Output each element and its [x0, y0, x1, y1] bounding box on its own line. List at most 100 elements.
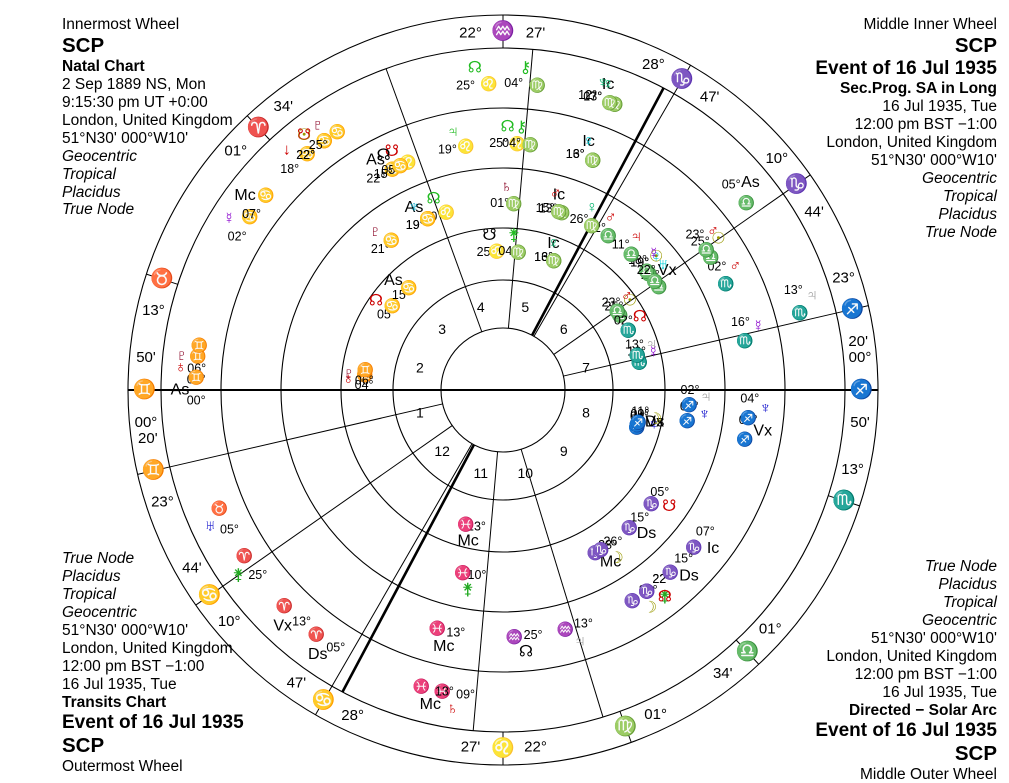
planet-degree: 18°	[628, 253, 647, 267]
planet-sign-glyph: ♓	[434, 683, 451, 700]
br-place: London, United Kingdom	[826, 647, 997, 665]
planet-glyph: ♃	[447, 123, 459, 140]
planet-degree: 13°	[435, 684, 454, 698]
planet-glyph: ⚵	[462, 581, 474, 598]
cusp-degree: 22°	[524, 739, 547, 756]
planet-glyph: Vx	[645, 414, 664, 431]
planet-glyph: Ic	[553, 186, 565, 203]
planet-glyph: ↓	[283, 141, 291, 158]
planet-sign-glyph: ♎	[623, 246, 640, 263]
planet-glyph: ☊	[500, 119, 514, 136]
innermost-wheel-info: Innermost Wheel SCP Natal Chart 2 Sep 18…	[62, 16, 233, 219]
cusp-degree: 22°	[459, 24, 482, 41]
planet-sign-glyph: ♎	[646, 273, 663, 290]
tr-opt2: Tropical	[943, 187, 997, 205]
cusp-sign-glyph: ♒	[491, 19, 515, 42]
cusp-degree: 28°	[341, 707, 364, 724]
planet-sign-glyph: ♓	[454, 565, 471, 582]
planet-degree: 09°	[630, 407, 649, 421]
planet-sign-glyph: ♌	[488, 243, 505, 260]
br-wheel-label: Middle Outer Wheel	[860, 765, 997, 783]
planet-glyph: As	[171, 382, 190, 399]
planet-sign-glyph: ♎	[609, 303, 626, 320]
planet-degree: 06°	[355, 373, 374, 387]
planet-glyph: ⚵	[659, 589, 671, 606]
planet-degree: 16°	[534, 250, 553, 264]
planet-degree: 15°	[674, 551, 693, 565]
planet-glyph: ☊	[633, 309, 647, 326]
planet-glyph: ♂	[729, 258, 741, 275]
planet-glyph: ☋	[662, 498, 676, 515]
cusp-degree: 01°	[224, 143, 247, 160]
planet-glyph: ☊	[658, 589, 672, 606]
planet-glyph: ☋	[385, 143, 399, 160]
planet-sign-glyph: ♏	[629, 347, 646, 364]
planet-glyph: Ic	[602, 76, 614, 93]
bl-opt2: Placidus	[62, 567, 121, 585]
house-cusp-spoke	[331, 443, 473, 687]
planet-glyph: Vx	[658, 262, 677, 279]
cusp-minute: 27'	[461, 739, 481, 756]
planet-glyph: ♂	[550, 185, 562, 202]
planet-sign-glyph: ♎	[638, 263, 655, 280]
planet-degree: 13°	[292, 615, 311, 629]
planet-degree: 13°	[574, 617, 593, 631]
planet-degree: 01°	[490, 196, 509, 210]
planet-glyph: Ic	[707, 540, 719, 557]
planet-sign-glyph: ♐	[628, 419, 645, 436]
house-number-8: 8	[582, 404, 590, 420]
planet-glyph: ♇	[343, 365, 355, 382]
planet-sign-glyph: ♋	[384, 298, 401, 315]
planet-glyph: ☽	[609, 550, 623, 567]
planet-sign-glyph: ♊	[189, 348, 206, 365]
planet-sign-glyph: ♎	[611, 307, 628, 324]
cusp-sign-glyph: ♑	[670, 67, 694, 90]
planet-glyph: Vx	[753, 423, 772, 440]
house-cusp-spoke	[520, 449, 604, 718]
planet-glyph: ☿	[223, 210, 235, 227]
cusp-degree: 00°	[849, 349, 872, 366]
planet-glyph: ♇	[312, 117, 324, 134]
planet-sign-glyph: ♓	[457, 516, 474, 533]
planet-degree: 16°	[566, 147, 585, 161]
planet-sign-glyph: ♍	[606, 96, 623, 113]
cusp-degree: 01°	[644, 706, 667, 723]
planet-degree: 05°	[381, 163, 400, 177]
planet-sign-glyph: ♐	[736, 431, 753, 448]
house-cusp-spoke	[563, 312, 837, 377]
outer-ring-tick	[195, 585, 224, 606]
cusp-minute: 34'	[273, 98, 293, 115]
outer-ring-tick	[782, 174, 811, 195]
planet-glyph: ⚵	[508, 227, 520, 244]
cusp-minute: 50'	[136, 349, 156, 366]
planet-degree: 13°	[583, 89, 602, 103]
bl-opt3: Tropical	[62, 585, 116, 603]
planet-glyph: ☿	[752, 318, 764, 335]
cusp-minute: 44'	[804, 203, 824, 220]
planet-degree: 25°	[605, 299, 624, 313]
planet-degree: 10°	[468, 568, 487, 582]
planet-degree: 04°	[498, 244, 517, 258]
planet-sign-glyph: ♋	[419, 211, 436, 228]
planet-glyph: ♂	[605, 209, 617, 226]
planet-glyph: Mc	[600, 554, 621, 571]
tr-program: SCP	[954, 33, 997, 57]
planet-degree: 15°	[630, 511, 649, 525]
planet-degree: 13°	[467, 519, 486, 533]
planet-glyph: ♆	[597, 74, 609, 91]
planet-glyph: ♄	[446, 701, 458, 718]
outer-ring-tick	[146, 273, 178, 285]
planet-glyph: ☋	[482, 227, 496, 244]
planet-degree: 28°	[598, 538, 617, 552]
house-cusp-spoke	[533, 93, 675, 337]
planet-sign-glyph: ♑	[624, 592, 641, 609]
planet-sign-glyph: ♉	[211, 500, 228, 517]
planet-glyph: Ic	[547, 235, 559, 252]
planet-glyph: ♃	[630, 228, 642, 245]
planet-sign-glyph: ♌	[509, 135, 526, 152]
planet-sign-glyph: ♐	[629, 417, 646, 434]
planet-glyph: ☋	[297, 127, 311, 144]
br-opt3: Tropical	[943, 593, 997, 611]
planet-glyph: ♇	[176, 348, 188, 365]
